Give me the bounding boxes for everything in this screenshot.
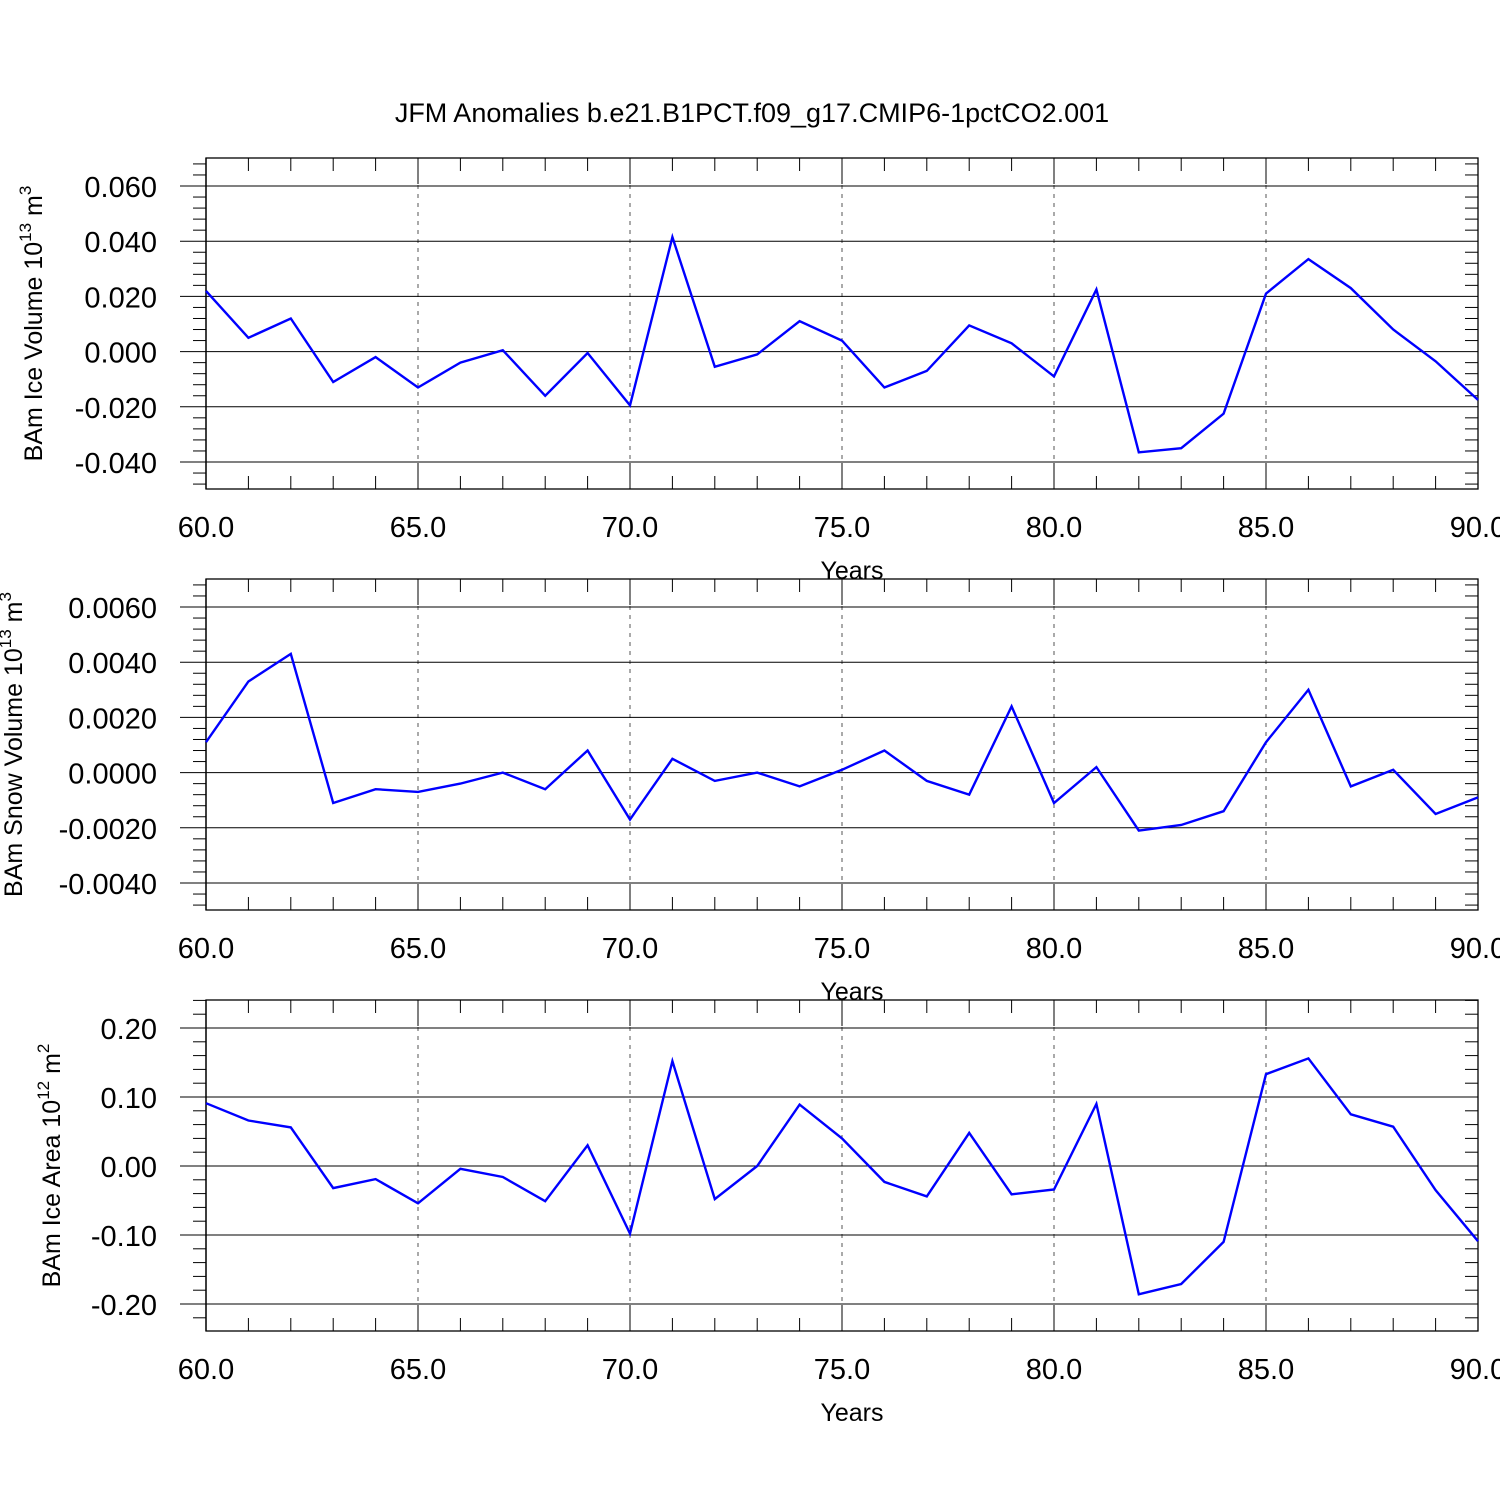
x-tick-label: 70.0 <box>602 1354 658 1386</box>
x-tick-label: 75.0 <box>814 512 870 544</box>
y-tick-label: 0.060 <box>84 172 157 204</box>
series-line <box>205 652 1479 832</box>
y-tick-label: -0.0040 <box>59 869 157 901</box>
x-tick-label: 80.0 <box>1026 933 1082 965</box>
x-tick-label: 70.0 <box>602 512 658 544</box>
y-tick-label: -0.0020 <box>59 814 157 846</box>
y-tick-label: 0.00 <box>101 1152 157 1184</box>
y-tick-label: -0.020 <box>75 393 157 425</box>
x-tick-label: 90.0 <box>1450 1354 1500 1386</box>
y-tick-label: 0.0000 <box>68 759 157 791</box>
y-tick-label: 0.0060 <box>68 593 157 625</box>
y-tick-label: -0.20 <box>91 1290 157 1322</box>
x-axis-title: Years <box>820 978 883 1006</box>
panels: 60.0 65.0 70.0 75.0 80.0 85.0 90.0 0.060 0.040 0.… <box>0 157 1500 1427</box>
y-tick-label: 0.10 <box>101 1083 157 1115</box>
y-axis-title: BAm Snow Volume 1013 m3 <box>0 592 28 897</box>
y-tick-label: 0.0020 <box>68 703 157 735</box>
x-tick-label: 85.0 <box>1238 1354 1294 1386</box>
x-tick-label: 80.0 <box>1026 1354 1082 1386</box>
x-tick-label: 65.0 <box>390 1354 446 1386</box>
chart-panel-2: 60.0 65.0 70.0 75.0 80.0 85.0 90.0 0.0060 0.0040… <box>0 578 1500 1006</box>
x-tick-label: 60.0 <box>178 933 234 965</box>
x-tick-label: 90.0 <box>1450 512 1500 544</box>
x-tick-label: 65.0 <box>390 512 446 544</box>
x-tick-label: 60.0 <box>178 512 234 544</box>
figure-title: JFM Anomalies b.e21.B1PCT.f09_g17.CMIP6-… <box>395 98 1109 128</box>
x-tick-label: 60.0 <box>178 1354 234 1386</box>
y-tick-label: 0.0040 <box>68 648 157 680</box>
series-line <box>205 1056 1479 1296</box>
x-tick-label: 80.0 <box>1026 512 1082 544</box>
x-tick-label: 85.0 <box>1238 933 1294 965</box>
x-tick-label: 85.0 <box>1238 512 1294 544</box>
x-axis-title: Years <box>820 557 883 585</box>
y-tick-label: 0.20 <box>101 1014 157 1046</box>
chart-panel-1: 60.0 65.0 70.0 75.0 80.0 85.0 90.0 0.060 0.040 0.… <box>16 157 1500 585</box>
chart-panel-3: 60.0 65.0 70.0 75.0 80.0 85.0 90.0 0.20 0.10 0.00… <box>34 999 1500 1427</box>
y-axis-title: BAm Ice Volume 1013 m3 <box>16 186 48 462</box>
x-tick-label: 90.0 <box>1450 933 1500 965</box>
y-axis-title: BAm Ice Area 1012 m2 <box>34 1044 66 1288</box>
series-line <box>205 232 1479 454</box>
y-tick-label: -0.040 <box>75 448 157 480</box>
x-tick-label: 75.0 <box>814 933 870 965</box>
y-tick-label: 0.020 <box>84 282 157 314</box>
x-tick-label: 70.0 <box>602 933 658 965</box>
x-tick-label: 75.0 <box>814 1354 870 1386</box>
x-tick-label: 65.0 <box>390 933 446 965</box>
y-tick-label: 0.000 <box>84 338 157 370</box>
y-tick-label: 0.040 <box>84 227 157 259</box>
x-axis-title: Years <box>820 1399 883 1427</box>
y-tick-label: -0.10 <box>91 1221 157 1253</box>
